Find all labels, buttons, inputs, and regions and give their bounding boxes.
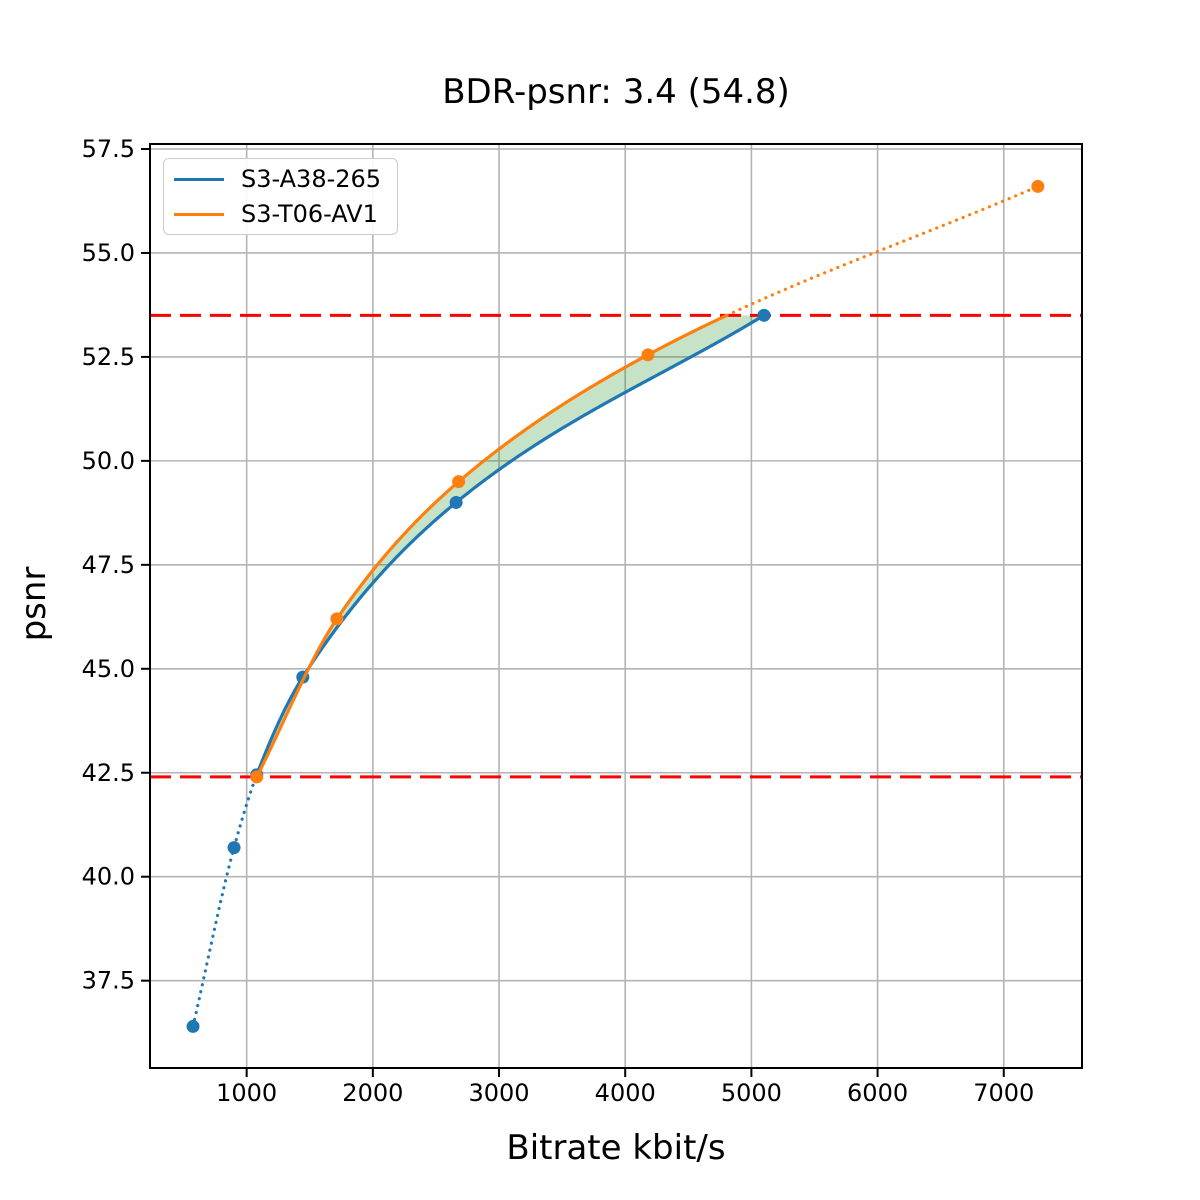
curve-dotted-S3-A38-265 <box>191 775 258 1029</box>
legend-label-series-0: S3-A38-265 <box>241 165 382 193</box>
data-point-S3-T06-AV1 <box>1031 179 1045 193</box>
y-tick-label: 45.0 <box>82 655 135 683</box>
legend-item-series-0: S3-A38-265 <box>164 162 397 197</box>
chart-title: BDR-psnr: 3.4 (54.8) <box>442 72 790 112</box>
legend-line-sample-orange <box>174 212 224 216</box>
x-tick-label: 4000 <box>595 1079 656 1107</box>
curve-solid-S3-A38-265 <box>256 313 765 773</box>
curve-dotted-S3-T06-AV1 <box>725 184 1040 317</box>
data-point-S3-T06-AV1 <box>250 770 264 784</box>
x-tick-label: 1000 <box>216 1079 277 1107</box>
data-point-S3-T06-AV1 <box>641 348 655 362</box>
y-tick-label: 40.0 <box>82 863 135 891</box>
curve-solid-S3-T06-AV1 <box>255 313 728 778</box>
x-tick-label: 3000 <box>468 1079 529 1107</box>
data-point-S3-T06-AV1 <box>452 475 466 489</box>
legend: S3-A38-265 S3-T06-AV1 <box>163 158 398 235</box>
legend-item-series-1: S3-T06-AV1 <box>164 197 397 232</box>
y-tick-label: 42.5 <box>82 759 135 787</box>
bd-area-fill <box>256 315 765 777</box>
x-tick-label: 5000 <box>721 1079 782 1107</box>
data-point-S3-A38-265 <box>757 308 771 322</box>
series-S3-A38-265 <box>186 308 771 1033</box>
x-tick-label: 7000 <box>973 1079 1034 1107</box>
y-tick-label: 52.5 <box>82 343 135 371</box>
data-point-S3-A38-265 <box>186 1019 200 1033</box>
x-tick-label: 2000 <box>342 1079 403 1107</box>
x-tick-label: 6000 <box>847 1079 908 1107</box>
data-point-S3-A38-265 <box>227 841 241 855</box>
y-tick-label: 55.0 <box>82 239 135 267</box>
y-tick-label: 57.5 <box>82 135 135 163</box>
axes-spines <box>149 143 1083 1069</box>
data-point-S3-A38-265 <box>449 495 463 509</box>
tick-marks-and-labels: 1000 2000 3000 4000 5000 6000 7000 37.5 40.0 42.5… <box>82 135 1035 1107</box>
y-tick-label: 37.5 <box>82 967 135 995</box>
legend-line-sample-blue <box>174 177 224 181</box>
series-S3-T06-AV1 <box>250 179 1045 784</box>
y-axis-label: psnr <box>14 566 54 642</box>
legend-label-series-1: S3-T06-AV1 <box>241 200 378 228</box>
gridlines <box>150 144 1082 1068</box>
y-tick-label: 50.0 <box>82 447 135 475</box>
y-tick-label: 47.5 <box>82 551 135 579</box>
x-axis-label: Bitrate kbit/s <box>506 1128 726 1168</box>
data-point-S3-T06-AV1 <box>330 612 344 626</box>
